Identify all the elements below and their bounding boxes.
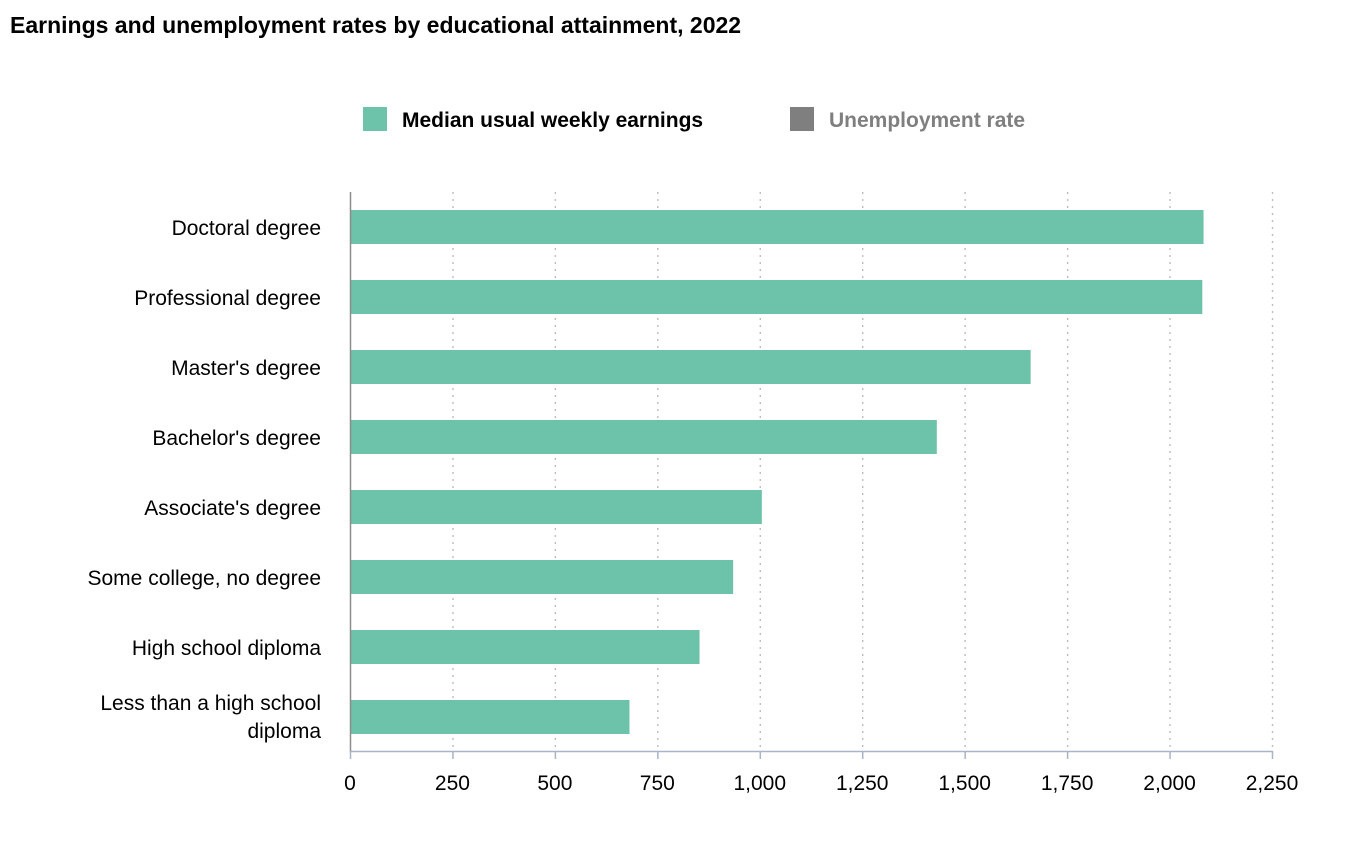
x-tick-label: 2,250 — [1246, 772, 1299, 795]
x-tick-label: 1,000 — [733, 772, 786, 795]
bar[interactable] — [351, 560, 734, 594]
legend-item-earnings[interactable]: Median usual weekly earnings — [363, 107, 703, 132]
category-label-line: Bachelor's degree — [152, 427, 321, 450]
legend-swatch — [790, 107, 814, 131]
bar[interactable] — [351, 280, 1203, 314]
category-label: Associate's degree — [144, 497, 321, 520]
category-label: High school diploma — [132, 637, 321, 660]
grid-lines — [452, 192, 1274, 751]
x-tick-label: 1,250 — [836, 772, 889, 795]
legend-swatch — [363, 107, 387, 131]
x-tick-label: 2,000 — [1143, 772, 1196, 795]
legend-item-unemployment[interactable]: Unemployment rate — [790, 107, 1025, 132]
bar[interactable] — [351, 630, 700, 664]
category-label-line: Less than a high school — [100, 692, 321, 715]
category-label: Doctoral degree — [172, 217, 321, 240]
bar[interactable] — [351, 700, 630, 734]
category-label-line: Some college, no degree — [88, 567, 322, 590]
axes — [349, 192, 1274, 759]
bar[interactable] — [351, 350, 1031, 384]
category-label: Master's degree — [171, 357, 321, 380]
x-tick-label: 1,500 — [938, 772, 991, 795]
x-axis-labels: 0 250 500 750 1,000 1,250 1,500 1,750 2,000 2,250 — [344, 772, 1298, 795]
y-axis-labels: Doctoral degree Professional degree Master… — [88, 217, 322, 743]
bar[interactable] — [351, 420, 937, 454]
bar[interactable] — [351, 490, 762, 524]
x-tick-label: 0 — [344, 772, 356, 795]
legend: Median usual weekly earnings Unemployment… — [363, 107, 1025, 132]
category-label-line: Associate's degree — [144, 497, 321, 520]
x-tick-label: 750 — [640, 772, 675, 795]
category-label: Some college, no degree — [88, 567, 322, 590]
chart-title: Earnings and unemployment rates by educa… — [10, 12, 741, 38]
legend-label: Unemployment rate — [829, 109, 1025, 132]
category-label: Bachelor's degree — [152, 427, 321, 450]
x-tick-label: 1,750 — [1041, 772, 1094, 795]
category-label-line: Master's degree — [171, 357, 321, 380]
category-label: Less than a high school diploma — [100, 692, 321, 743]
x-tick-label: 250 — [435, 772, 470, 795]
bars — [351, 210, 1204, 734]
category-label-line: Professional degree — [134, 287, 321, 310]
legend-label: Median usual weekly earnings — [402, 109, 703, 132]
category-label-line: Doctoral degree — [172, 217, 321, 240]
bar[interactable] — [351, 210, 1204, 244]
category-label-line: diploma — [247, 720, 321, 743]
x-tick-label: 500 — [537, 772, 572, 795]
category-label: Professional degree — [134, 287, 321, 310]
category-label-line: High school diploma — [132, 637, 321, 660]
